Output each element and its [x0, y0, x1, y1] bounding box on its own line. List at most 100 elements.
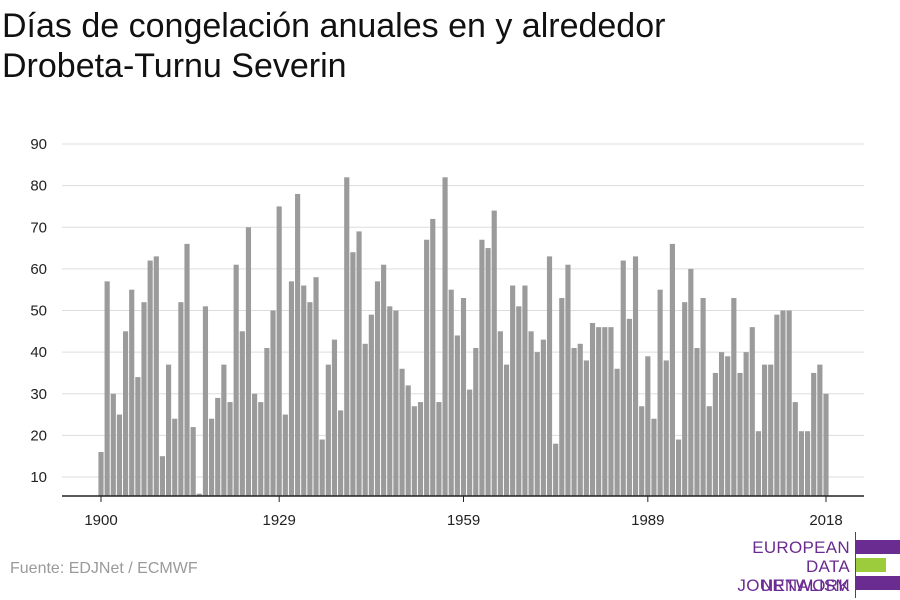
bar — [534, 352, 540, 496]
bar — [411, 406, 417, 496]
bar — [362, 343, 368, 496]
bar — [319, 439, 325, 496]
x-tick-label: 1989 — [631, 512, 664, 529]
bar — [485, 248, 491, 496]
title-line-2: Drobeta-Turnu Severin — [2, 47, 347, 85]
bar — [645, 356, 651, 496]
bar — [774, 314, 780, 496]
bar — [510, 285, 516, 496]
bar — [239, 331, 245, 496]
bar — [104, 281, 110, 496]
bar — [405, 385, 411, 496]
bar — [761, 364, 768, 496]
bar — [172, 418, 178, 496]
bar — [436, 402, 442, 496]
y-tick-label: 60 — [30, 261, 47, 278]
bar — [393, 310, 399, 496]
bar — [252, 393, 258, 496]
logo-text-european: EUROPEAN — [752, 538, 850, 557]
bar — [202, 306, 209, 496]
bar — [338, 410, 344, 496]
bar — [768, 364, 774, 496]
bar — [639, 406, 645, 496]
bar — [424, 239, 430, 497]
bar — [780, 310, 786, 496]
title-line-1: Días de congelación anuales en y alreded… — [2, 7, 666, 45]
bar — [270, 310, 276, 496]
source-note: Fuente: EDJNet / ECMWF — [10, 560, 198, 577]
bar — [467, 389, 473, 496]
bar — [153, 256, 159, 496]
bar — [583, 360, 589, 496]
bar — [141, 302, 147, 496]
bar — [700, 298, 706, 496]
bar — [725, 356, 731, 496]
bar — [663, 360, 669, 496]
bar — [399, 368, 405, 496]
bar — [374, 281, 381, 496]
bar — [608, 327, 614, 496]
bar — [190, 427, 196, 496]
y-tick-label: 30 — [30, 386, 47, 403]
bar — [135, 377, 141, 496]
bar — [116, 414, 123, 496]
bar — [743, 352, 749, 496]
bar — [823, 393, 829, 496]
bar — [276, 206, 282, 496]
bar — [331, 339, 338, 496]
bar — [381, 264, 387, 496]
bar — [817, 364, 823, 496]
bar — [460, 298, 467, 496]
bar — [368, 314, 374, 496]
bar — [479, 239, 485, 497]
bar — [553, 443, 559, 496]
bar — [651, 418, 657, 496]
bar — [602, 327, 608, 496]
x-tick-label: 1929 — [262, 512, 295, 529]
bar — [122, 331, 129, 496]
logo-bar-green — [856, 558, 886, 572]
bar — [313, 277, 319, 496]
edjnet-logo: EUROPEAN DATA JOURNALISM NETWORK — [700, 532, 900, 598]
bar — [657, 289, 663, 496]
bar — [571, 347, 577, 496]
bar — [589, 322, 596, 496]
bar — [737, 372, 743, 496]
bar — [786, 310, 792, 496]
y-tick-label: 70 — [30, 219, 47, 236]
bar — [448, 289, 454, 496]
bar — [295, 193, 301, 496]
bar — [288, 281, 295, 496]
bar — [356, 231, 362, 496]
logo-bar-purple-bottom — [856, 576, 900, 590]
bar — [626, 318, 632, 496]
bar — [227, 402, 233, 496]
x-tick-label: 1959 — [447, 512, 480, 529]
bar — [755, 431, 761, 496]
bar — [307, 302, 313, 496]
bar — [221, 364, 227, 496]
bar — [577, 343, 583, 496]
bar — [811, 372, 817, 496]
y-tick-label: 50 — [30, 303, 47, 320]
logo-divider — [855, 532, 856, 598]
bar — [129, 289, 135, 496]
chart-title: Días de congelación anuales en y alreded… — [2, 6, 862, 86]
y-tick-label: 20 — [30, 427, 47, 444]
bar — [559, 298, 565, 496]
bar — [282, 414, 288, 496]
bar — [546, 256, 553, 496]
bar — [540, 339, 546, 496]
logo-bar-purple-top — [856, 540, 900, 554]
bar — [454, 335, 460, 496]
bar — [387, 306, 393, 496]
bar — [798, 431, 805, 496]
bar — [430, 218, 436, 497]
bar — [258, 402, 264, 496]
bar — [516, 306, 522, 496]
bar — [694, 347, 700, 496]
bar — [417, 402, 424, 496]
bar — [110, 393, 116, 496]
bar — [233, 264, 239, 496]
bar — [159, 456, 166, 496]
